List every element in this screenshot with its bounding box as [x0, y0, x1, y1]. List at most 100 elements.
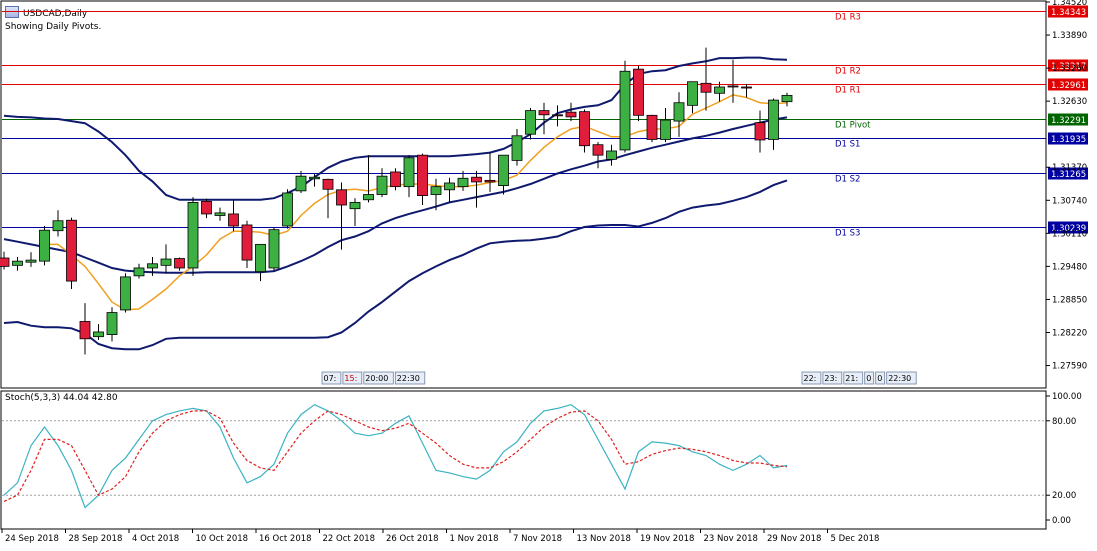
- date-tick-label-2: 4 Oct 2018: [132, 534, 179, 544]
- date-tick-label-0: 24 Sep 2018: [5, 534, 59, 544]
- price-tick-label-8: 1.28850: [1052, 295, 1087, 305]
- time-box-left-0: [321, 371, 342, 385]
- candle-body-18: [241, 224, 253, 261]
- candle-body-31: [417, 154, 428, 196]
- price-tick-label-6: 1.30110: [1052, 229, 1087, 239]
- candle-body-12: [160, 258, 172, 266]
- candle-body-43: [579, 111, 590, 147]
- candle-body-3: [39, 229, 50, 262]
- time-label-right-0: 22:: [804, 374, 817, 383]
- candle-body-41: [552, 114, 563, 117]
- pivot-price-label-4: 1.31935: [1051, 135, 1086, 145]
- candle-body-50: [673, 102, 685, 122]
- stoch-main-line: [3, 404, 788, 509]
- date-tick-label-11: 23 Nov 2018: [704, 534, 758, 544]
- candle-body-53: [714, 86, 725, 94]
- candle-body-35: [471, 176, 482, 183]
- time-label-right-5: 22:30: [888, 374, 911, 383]
- candle-body-36: [484, 179, 496, 183]
- candle-body-44: [592, 144, 604, 156]
- candle-body-56: [754, 122, 766, 141]
- time-label-right-1: 23:: [824, 374, 837, 383]
- pivot-name-6: D1 S3: [835, 229, 860, 239]
- candle-body-15: [201, 200, 212, 215]
- symbol-title: USDCAD,Daily: [23, 9, 88, 19]
- candle-body-30: [403, 157, 415, 188]
- price-tick-label-0: 1.34520: [1052, 0, 1087, 8]
- time-box-left-2: [363, 371, 394, 385]
- time-box-left-3: [394, 371, 426, 385]
- candle-body-52: [700, 82, 712, 93]
- candle-body-48: [646, 114, 658, 140]
- candle-body-38: [511, 135, 523, 161]
- pivot-price-box-1: [1048, 59, 1088, 72]
- candle-body-20: [268, 229, 280, 269]
- candle-body-42: [565, 111, 577, 118]
- time-box-right-4: [875, 371, 886, 385]
- time-box-right-0: [801, 371, 822, 385]
- candle-body-6: [79, 321, 91, 340]
- stoch-plot-border: [0, 390, 1047, 530]
- date-tick-label-12: 29 Nov 2018: [767, 534, 821, 544]
- pivot-price-box-5: [1048, 167, 1088, 180]
- candle-body-45: [606, 150, 617, 160]
- time-label-right-2: 21:: [845, 374, 858, 383]
- candle-body-14: [187, 201, 199, 269]
- price-tick-label-9: 1.28220: [1052, 328, 1087, 338]
- pivot-price-box-4: [1048, 132, 1088, 145]
- date-tick-label-6: 26 Oct 2018: [386, 534, 439, 544]
- price-tick-label-2: 1.33260: [1052, 64, 1087, 74]
- candle-body-27: [363, 194, 374, 201]
- date-tick-label-7: 1 Nov 2018: [450, 534, 499, 544]
- pivot-price-label-6: 1.30239: [1051, 224, 1086, 234]
- pivot-name-5: D1 S2: [835, 175, 860, 185]
- pivot-price-label-5: 1.31265: [1051, 170, 1086, 180]
- pivot-price-label-0: 1.34343: [1051, 8, 1086, 18]
- candle-body-46: [619, 70, 631, 151]
- candle-body-24: [322, 178, 334, 190]
- pivot-price-label-1: 1.33317: [1051, 62, 1086, 72]
- candle-body-16: [214, 212, 226, 216]
- pivot-name-2: D1 R1: [835, 86, 861, 96]
- time-label-left-2: 20:00: [365, 374, 388, 383]
- date-tick-label-4: 16 Oct 2018: [259, 534, 312, 544]
- pivot-price-label-2: 1.32961: [1051, 81, 1086, 91]
- pivot-name-0: D1 R3: [835, 13, 861, 23]
- time-label-right-4: 0: [877, 374, 882, 383]
- price-tick-label-3: 1.32630: [1052, 97, 1087, 107]
- candle-body-54: [727, 85, 739, 88]
- stoch-tick-label-3: 0.00: [1052, 516, 1071, 526]
- candle-body-21: [282, 192, 293, 227]
- main-plot-border: [0, 0, 1047, 389]
- date-tick-label-5: 22 Oct 2018: [323, 534, 376, 544]
- stoch-tick-label-1: 80.00: [1052, 417, 1076, 427]
- pivot-subtitle: Showing Daily Pivots.: [5, 22, 102, 32]
- stochastic-label: Stoch(5,3,3) 44.04 42.80: [5, 393, 118, 403]
- stoch-signal-line: [3, 410, 788, 502]
- candle-body-39: [525, 110, 536, 135]
- candle-body-47: [633, 68, 644, 116]
- candle-body-25: [336, 189, 347, 206]
- time-box-right-1: [822, 371, 843, 385]
- price-tick-label-4: 1.31370: [1052, 163, 1087, 173]
- date-tick-label-1: 28 Sep 2018: [69, 534, 123, 544]
- stoch-tick-label-0: 100.00: [1052, 392, 1082, 402]
- candle-body-28: [376, 175, 388, 195]
- candle-body-11: [147, 263, 158, 269]
- pivot-price-box-3: [1048, 113, 1088, 126]
- candle-body-5: [66, 219, 77, 282]
- candle-body-32: [430, 186, 442, 195]
- price-tick-label-5: 1.30740: [1052, 196, 1087, 206]
- stoch-tick-label-2: 20.00: [1052, 491, 1076, 501]
- pivot-name-1: D1 R2: [835, 67, 861, 77]
- price-tick-label-7: 1.29480: [1052, 262, 1087, 272]
- time-label-left-1: 15:: [344, 374, 357, 383]
- candle-body-17: [228, 213, 239, 227]
- date-tick-label-13: 5 Dec 2018: [831, 534, 880, 544]
- candle-body-13: [174, 258, 185, 269]
- candle-body-23: [309, 176, 320, 180]
- candle-body-2: [25, 259, 37, 263]
- candle-body-22: [295, 175, 307, 192]
